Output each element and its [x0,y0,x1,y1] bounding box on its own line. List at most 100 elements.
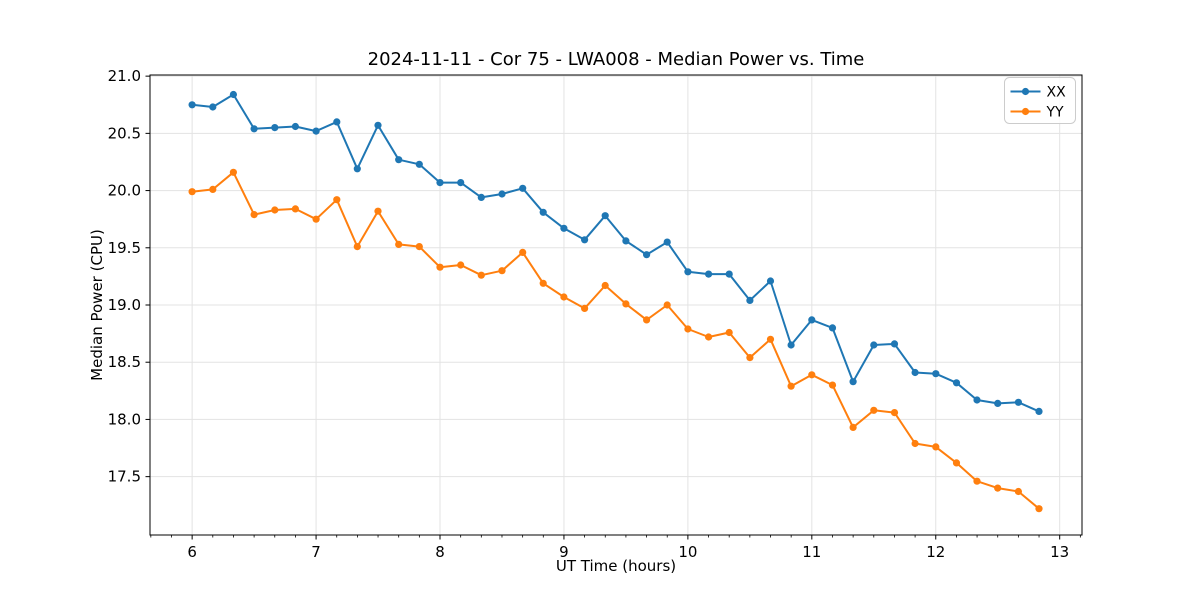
series-yy-marker [395,240,403,248]
series-xx-marker [374,121,382,129]
series-yy-marker [477,271,485,279]
x-axis-label: UT Time (hours) [555,557,677,575]
series-xx-marker [725,270,733,278]
series-xx-marker [395,156,403,164]
series-yy-marker [353,243,361,251]
series-xx-marker [828,324,837,332]
x-tick-label: 10 [678,543,697,561]
series-xx-marker [911,368,919,377]
series-xx-marker [415,160,423,168]
series-xx-marker [705,270,713,278]
series-yy-marker [890,409,899,417]
series-xx-marker [560,224,568,232]
series-xx-marker [519,184,527,192]
y-tick-label: 20.0 [108,182,141,200]
series-xx-marker [188,101,196,109]
series-xx-marker [787,341,795,349]
series-xx-marker [498,190,506,198]
series-yy-marker [994,484,1002,492]
series-yy-marker [746,354,754,362]
x-tick-label: 8 [435,543,445,561]
series-yy-marker [581,304,589,312]
series-xx-marker [312,127,320,135]
series-xx-marker [333,118,341,126]
legend-marker-sample [1021,107,1030,116]
legend-label: XX [1047,85,1067,101]
x-tick-label: 12 [926,543,945,561]
series-yy-marker [1035,505,1043,513]
series-xx-marker [684,268,692,276]
series-xx-marker [808,316,816,324]
series-yy-marker [601,281,609,290]
series-xx-marker [890,340,899,348]
series-yy-marker [1014,487,1023,496]
y-tick-label: 19.5 [108,239,141,257]
series-yy-marker [808,371,816,379]
y-tick-label: 19.0 [108,296,141,314]
series-yy-marker [973,477,981,485]
series-yy-marker [766,335,775,343]
series-xx-marker [973,396,981,404]
series-yy-marker [519,248,527,256]
series-yy-marker [622,300,630,308]
series-yy-marker [705,333,713,341]
x-tick-label: 7 [311,543,321,561]
series-xx-line [191,93,1040,413]
legend-label: YY [1046,105,1065,121]
series-xx-marker [1035,407,1043,415]
x-tick-label: 13 [1050,543,1069,561]
series-yy-marker [870,406,878,414]
x-tick-label: 9 [559,543,569,561]
series-yy-marker [643,316,651,324]
series-yy-marker [457,261,465,269]
y-tick-label: 18.0 [108,410,141,428]
series-xx-marker [601,212,609,220]
series-xx-marker [1014,398,1023,406]
series-xx-marker [766,277,775,285]
series-xx-marker [353,165,361,173]
series-xx-marker [291,122,299,131]
series-yy-marker [498,267,506,275]
series-yy-marker [312,215,320,223]
series-xx-marker [539,208,547,216]
series-xx-marker [250,125,258,133]
series-xx-marker [994,399,1002,407]
series-xx-marker [457,179,465,187]
series-xx-marker [622,237,630,245]
y-tick-label: 21.0 [108,67,141,85]
series-xx-marker [581,236,589,244]
series-yy-marker [828,381,837,389]
series-xx-marker [932,370,940,378]
series-yy-marker [209,185,217,193]
series-xx-marker [870,341,878,349]
y-tick-label: 18.5 [108,353,141,371]
series-yy-marker [374,207,382,215]
chart-title: 2024-11-11 - Cor 75 - LWA008 - Median Po… [367,49,865,70]
y-tick-label: 17.5 [108,468,141,486]
y-tick-label: 20.5 [108,124,141,142]
x-tick-label: 6 [187,543,197,561]
y-axis-label: Median Power (CPU) [88,229,106,381]
series-yy-marker [684,325,692,333]
series-xx-marker [271,124,279,132]
x-tick-label: 11 [802,543,821,561]
series-yy-marker [952,459,961,467]
series-yy-line [191,171,1040,510]
series-xx-marker [477,193,485,201]
series-xx-marker [643,251,651,259]
series-yy-marker [229,168,237,176]
series-xx-marker [663,238,671,246]
series-xx-marker [436,179,444,187]
series-yy-marker [271,206,279,214]
series-xx-marker [849,378,857,386]
legend-marker-sample [1021,87,1030,96]
series-yy-marker [849,423,857,431]
series-yy-marker [560,293,568,301]
series-yy-marker [250,211,258,219]
series-xx-marker [229,90,237,99]
series-xx-marker [952,379,961,387]
series-yy-marker [932,443,940,451]
series-yy-marker [188,188,196,196]
